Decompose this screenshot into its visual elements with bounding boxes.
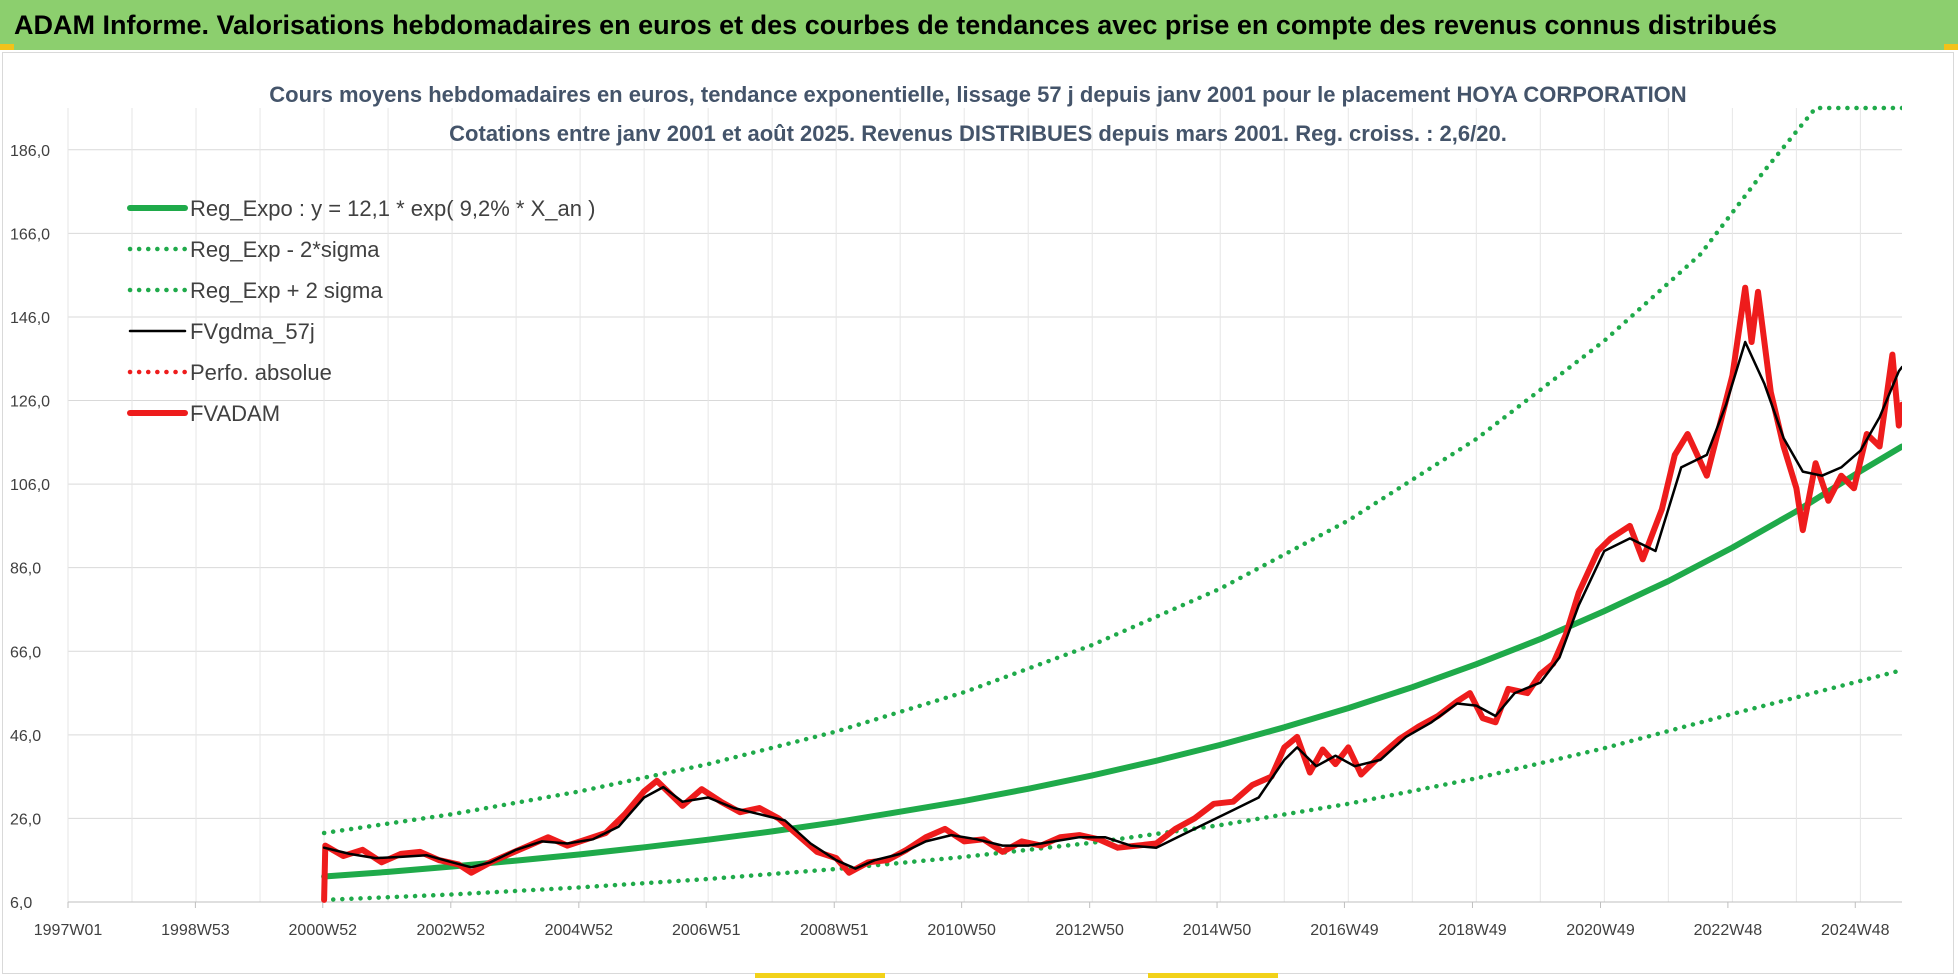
legend-label: FVADAM [190, 401, 280, 426]
x-tick-label: 2012W50 [1055, 922, 1124, 939]
x-tick-label: 2024W48 [1821, 922, 1890, 939]
x-tick-label: 2022W48 [1694, 922, 1763, 939]
banner-accent-left [0, 44, 14, 50]
x-tick-label: 2014W50 [1183, 922, 1252, 939]
x-tick-label: 1997W01 [34, 922, 103, 939]
chart-title: Cours moyens hebdomadaires en euros, ten… [269, 82, 1686, 107]
chart-frame [2, 52, 1954, 974]
y-tick-label: 126,0 [10, 394, 50, 411]
y-tick-label: 166,0 [10, 226, 50, 243]
series-line-5 [321, 284, 1902, 903]
series-line-1 [321, 667, 1902, 903]
legend-label: Reg_Exp + 2 sigma [190, 278, 383, 303]
bottom-accent-mark [1148, 973, 1278, 978]
series-line-3 [322, 340, 1902, 870]
x-tick-label: 2008W51 [800, 922, 869, 939]
page-title: ADAM Informe. Valorisations hebdomadaire… [14, 10, 1778, 40]
x-tick-label: 2002W52 [417, 922, 486, 939]
x-tick-label: 2016W49 [1310, 922, 1379, 939]
bottom-accent-mark [755, 973, 885, 978]
series-line-0 [321, 443, 1902, 880]
x-tick-label: 2000W52 [289, 922, 358, 939]
legend-label: Perfo. absolue [190, 360, 332, 385]
x-tick-label: 2018W49 [1438, 922, 1507, 939]
x-tick-label: 1998W53 [161, 922, 230, 939]
y-tick-label: 26,0 [10, 811, 41, 828]
y-tick-label: 46,0 [10, 728, 41, 745]
y-tick-label: 6,0 [10, 895, 32, 912]
chart-subtitle: Cotations entre janv 2001 et août 2025. … [449, 121, 1507, 146]
x-tick-label: 2006W51 [672, 922, 741, 939]
y-tick-label: 106,0 [10, 477, 50, 494]
legend-label: Reg_Exp - 2*sigma [190, 237, 380, 262]
legend-label: Reg_Expo : y = 12,1 * exp( 9,2% * X_an ) [190, 196, 595, 221]
legend-label: FVgdma_57j [190, 319, 315, 344]
header-banner [0, 0, 1958, 50]
banner-accent-right [1944, 44, 1958, 50]
y-tick-label: 186,0 [10, 143, 50, 160]
x-tick-label: 2010W50 [927, 922, 996, 939]
series-line-2 [321, 105, 1902, 836]
x-tick-label: 2020W49 [1566, 922, 1635, 939]
y-tick-label: 146,0 [10, 310, 50, 327]
y-tick-label: 66,0 [10, 644, 41, 661]
x-tick-label: 2004W52 [545, 922, 614, 939]
y-tick-label: 86,0 [10, 561, 41, 578]
